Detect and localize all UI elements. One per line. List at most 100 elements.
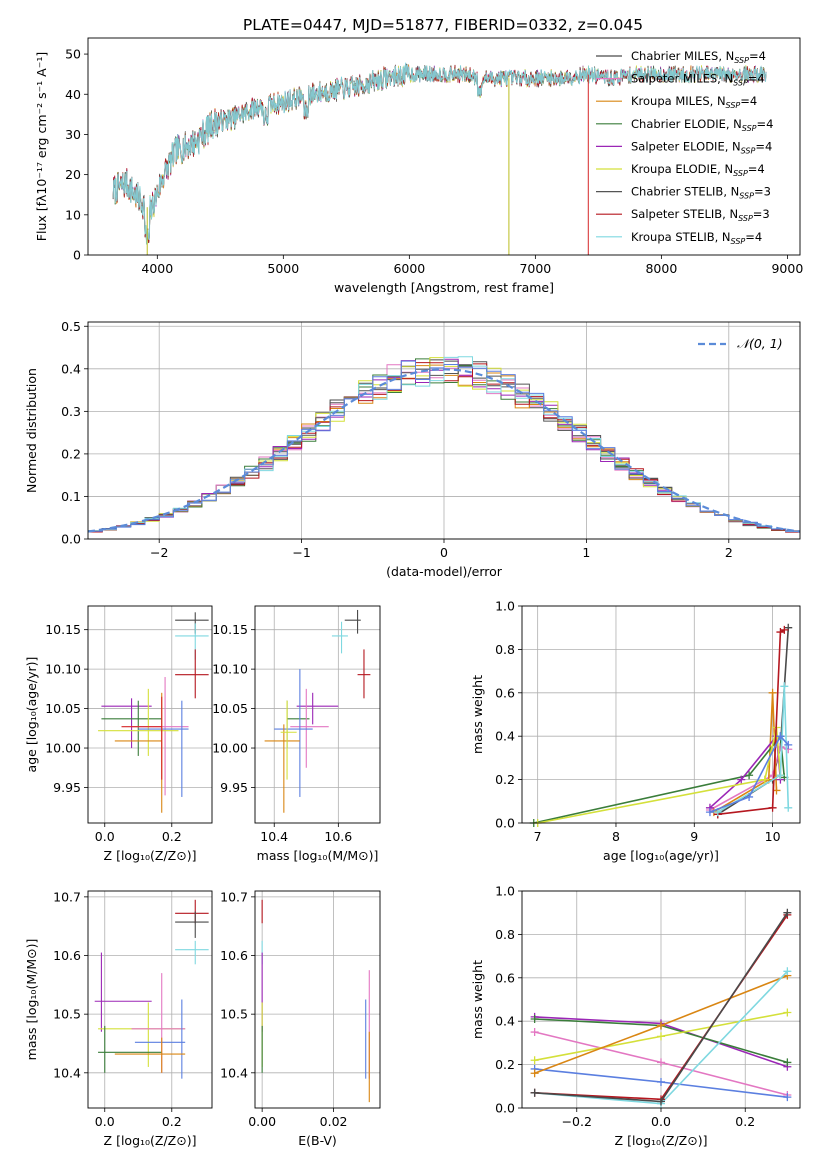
x-tick-label: 8 (612, 829, 620, 844)
y-axis-label: mass [log₁₀(M/M⊙)] (24, 939, 39, 1061)
x-tick-label: 0 (440, 545, 448, 560)
legend-label-6: Chabrier STELIB, NSSP=3 (631, 185, 771, 201)
residual-histogram-panel: −2 −1 0 1 2 0.0 0.1 0.2 0.3 0.4 0.5 (data-model)/er… (24, 319, 801, 579)
x-tick-label: −0.2 (562, 1114, 592, 1129)
legend-sub: SSP (733, 169, 748, 178)
y-tick-label: 0 (73, 248, 81, 263)
legend-sub: SSP (738, 214, 753, 223)
y-tick-label: 10.4 (53, 1065, 81, 1080)
weight-line-1 (709, 746, 789, 811)
legend-suffix: =4 (748, 72, 765, 86)
legend-sub: SSP (734, 56, 749, 65)
y-tick-label: 50 (65, 47, 81, 62)
x-axis-label: mass [log₁₀(M/M⊙)] (257, 848, 379, 863)
y-tick-label: 0.3 (61, 404, 81, 419)
weight-marker (780, 625, 789, 634)
mass-vs-ebv-panel: 0.00 0.02 10.4 10.5 10.6 10.7 E(B-V) (220, 889, 381, 1148)
weight-marker (530, 1056, 539, 1065)
x-tick-label: 10.4 (260, 829, 288, 844)
weight-marker (783, 1058, 792, 1067)
x-tick-label: 0.02 (320, 1114, 348, 1129)
legend-label-0: Chabrier MILES, NSSP=4 (631, 49, 766, 65)
weight-marker (784, 740, 793, 749)
normal-curve (87, 368, 801, 533)
weight-marker (657, 1097, 665, 1106)
y-tick-label: 0.5 (61, 319, 81, 334)
weight-marker (780, 682, 789, 691)
spectrum-panel: 4000 5000 6000 7000 8000 9000 0 10 20 30 40 50 wavel… (34, 37, 803, 295)
y-axis-label: mass weight (470, 960, 485, 1039)
weight-line-6 (717, 629, 785, 816)
x-tick-label: 0.0 (95, 1114, 115, 1129)
weight-marker (657, 1032, 665, 1041)
legend-label-2: Kroupa MILES, NSSP=4 (631, 94, 757, 110)
weight-marker (768, 803, 777, 812)
legend-suffix: =4 (745, 230, 762, 244)
y-tick-label: 9.95 (53, 780, 81, 795)
legend-label-8: Kroupa STELIB, NSSP=4 (631, 230, 762, 246)
weight-marker (768, 688, 777, 697)
x-tick-label: 0.2 (162, 1114, 182, 1129)
y-axis-label: mass weight (470, 675, 485, 754)
weight-marker (705, 808, 714, 817)
age-vs-mass-panel: 10.4 10.6 9.95 10.00 10.05 10.10 10.15 mass [lo… (212, 605, 381, 863)
y-tick-label: 1.0 (495, 884, 515, 899)
plot-frame (254, 890, 381, 1109)
legend-suffix: =4 (740, 94, 757, 108)
y-tick-label: 10.00 (45, 741, 81, 756)
weight-marker (745, 771, 754, 780)
x-axis-label: Z [log₁₀(Z/Z⊙)] (615, 1133, 708, 1148)
y-axis-label: Flux [fλ10⁻¹⁷ erg cm⁻² s⁻¹ A⁻¹] (34, 52, 49, 241)
x-axis-label: Z [log₁₀(Z/Z⊙)] (104, 848, 197, 863)
y-tick-label: 10.00 (212, 741, 248, 756)
y-tick-label: 0.2 (495, 772, 515, 787)
figure-title: PLATE=0447, MJD=51877, FIBERID=0332, z=0… (243, 16, 643, 34)
age-vs-metallicity-panel: 0.0 0.2 9.95 10.00 10.05 10.10 10.15 Z [log₁₀(Z… (24, 605, 213, 863)
y-tick-label: 10 (65, 207, 81, 222)
weight-marker (776, 771, 785, 780)
weight-line-8 (709, 734, 789, 813)
y-tick-label: 10.6 (220, 948, 248, 963)
x-tick-label: 0.2 (735, 1114, 755, 1129)
x-tick-label: 7 (534, 829, 542, 844)
x-tick-label: 2 (725, 545, 733, 560)
y-tick-label: 0.0 (495, 1101, 515, 1116)
weight-marker (657, 1058, 665, 1067)
y-tick-label: 0.4 (61, 361, 81, 376)
y-tick-label: 0.0 (495, 816, 515, 831)
weight-marker (745, 792, 754, 801)
legend-suffix: =3 (754, 185, 771, 199)
x-tick-label: 9000 (771, 261, 803, 276)
legend-sub: SSP (739, 192, 754, 201)
y-tick-label: 10.5 (53, 1007, 81, 1022)
weight-line-2 (713, 692, 778, 813)
y-tick-label: 30 (65, 127, 81, 142)
legend-name: Salpeter STELIB, N (631, 207, 738, 221)
weight-marker (784, 803, 793, 812)
legend-suffix: =4 (755, 139, 772, 153)
x-tick-label: 0.2 (162, 829, 182, 844)
legend-suffix: =4 (749, 49, 766, 63)
y-tick-label: 10.15 (45, 622, 81, 637)
y-tick-label: 0.2 (61, 446, 81, 461)
legend-suffix: =4 (757, 117, 774, 131)
x-tick-label: 10.6 (324, 829, 352, 844)
legend-label-5: Kroupa ELODIE, NSSP=4 (631, 162, 765, 178)
x-axis-label: age [log₁₀(age/yr)] (603, 848, 719, 863)
legend-suffix: =4 (748, 162, 765, 176)
legend-name: Kroupa ELODIE, N (631, 162, 733, 176)
x-tick-label: −2 (150, 545, 168, 560)
legend-label-4: Salpeter ELODIE, NSSP=4 (631, 139, 772, 155)
legend-sub: SSP (733, 79, 748, 88)
legend-label-7: Salpeter STELIB, NSSP=3 (631, 207, 770, 223)
weight-marker (760, 775, 769, 784)
weight-marker (657, 1077, 665, 1086)
y-tick-label: 10.7 (53, 889, 81, 904)
weight-line-3 (533, 734, 786, 824)
x-axis-label: (data-model)/error (386, 564, 503, 579)
y-tick-label: 0.4 (495, 1014, 515, 1029)
y-tick-label: 9.95 (220, 780, 248, 795)
x-tick-label: 4000 (141, 261, 173, 276)
legend-name: Chabrier ELODIE, N (631, 117, 742, 131)
x-tick-label: 8000 (645, 261, 677, 276)
